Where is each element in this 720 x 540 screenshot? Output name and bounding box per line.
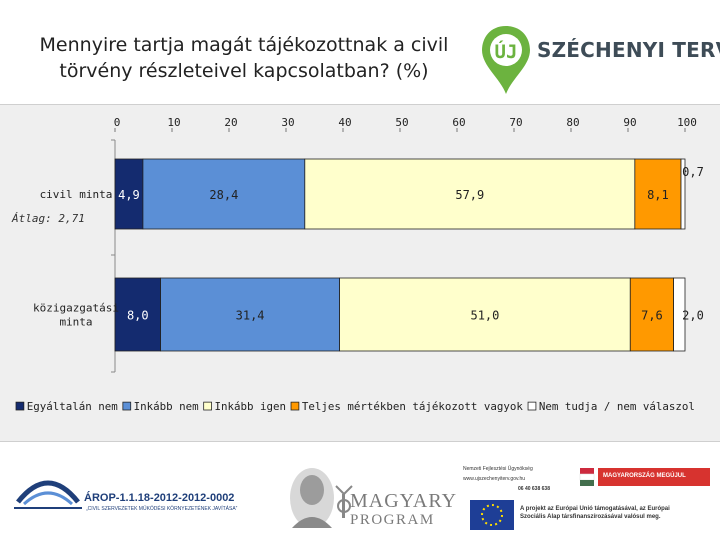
ministry-line-3: 06 40 638 638 [518,486,550,492]
magyary-line-1: MAGYARY [350,490,458,512]
x-tick-label-50: 50 [395,116,408,129]
bar-0-2 [304,158,636,230]
logo-text: SZÉCHENYI TERV [537,38,720,62]
legend-label-0: Egyáltalán nem [27,400,118,413]
legend-label-4: Nem tudja / nem válaszol [539,400,695,413]
eu-line-1: A projekt az Európai Unió támogatásával,… [520,506,670,512]
category-label-0-0: civil minta [40,188,113,201]
x-tick-label-40: 40 [338,116,351,129]
x-tick-label-80: 80 [566,116,579,129]
value-label-1-4: 2,0 [682,309,704,323]
value-label-0-2: 57,9 [455,188,484,202]
legend-label-3: Teljes mértékben tájékozott vagyok [302,400,524,413]
x-tick-label-60: 60 [452,116,465,129]
szechenyi-terv-logo: ÚJ [478,22,714,98]
title-line-2: törvény részleteivel kapcsolatban? (%) [59,60,429,82]
legend-swatch-0 [15,401,25,411]
value-label-1-3: 7,6 [641,309,663,323]
legend-swatch-1 [122,401,132,411]
category-label-1-0: közigazgatási [33,302,119,315]
ministry-line-2: www.ujszechenyiterv.gov.hu [463,476,526,482]
value-label-0-3: 8,1 [647,188,669,202]
logo-badge: ÚJ [495,39,518,63]
bar-0-1 [142,158,306,230]
axis-layer: 0 10 20 30 40 50 60 70 80 90 100 [111,116,697,373]
average-annotation: Átlag: 2,71 [11,212,85,225]
arop-subtitle: „CIVIL SZERVEZETEK MŰKÖDÉSI KÖRNYEZETÉNE… [86,506,238,512]
bar-1-4 [673,277,686,352]
x-tick-label-30: 30 [281,116,294,129]
legend-swatch-4 [527,401,537,411]
value-label-1-0: 8,0 [127,309,149,323]
magyary-portrait-icon [290,468,334,528]
legend: Egyáltalán nem Inkább nem Inkább igen Telje… [15,400,695,413]
magyary-mark-icon [335,485,353,518]
legend-label-2: Inkább igen [214,400,286,413]
title-line-1: Mennyire tartja magát tájékozottnak a ci… [39,34,449,56]
eu-line-2: Szociális Alap társfinanszírozásával val… [520,514,661,520]
eu-flag-icon [470,500,514,530]
x-tick-label-0: 0 [114,116,121,129]
value-label-1-2: 51,0 [470,309,499,323]
bar-layer [114,158,686,352]
legend-swatch-3 [290,401,300,411]
bar-1-2 [339,277,631,352]
arop-code: ÁROP-1.1.18-2012-2012-0002 [84,492,235,504]
bar-0-0 [114,158,144,230]
hungary-flag-icon [579,468,595,486]
legend-label-1: Inkább nem [134,400,199,413]
arop-logo-icon [14,480,82,509]
hungary-badge-bg [598,468,710,486]
map-pin-icon: ÚJ [482,26,530,94]
hungary-badge-text: MAGYARORSZÁG MEGÚJUL [603,473,686,479]
bar-0-4 [680,158,686,230]
value-label-1-1: 31,4 [236,309,265,323]
bar-1-1 [160,277,340,352]
value-label-0-4: 0,7 [682,165,704,179]
x-tick-label-90: 90 [623,116,636,129]
bar-1-0 [114,277,161,352]
x-tick-label-20: 20 [224,116,237,129]
ministry-line-1: Nemzeti Fejlesztési Ügynökség [463,466,533,472]
value-label-0-1: 28,4 [209,188,238,202]
x-tick-label-70: 70 [509,116,522,129]
footer: ÁROP-1.1.18-2012-2012-0002 „CIVIL SZERVE… [0,442,720,540]
x-tick-label-100: 100 [677,116,697,129]
legend-swatch-2 [203,401,212,411]
magyary-line-2: PROGRAM [350,512,435,528]
x-tick-label-10: 10 [167,116,180,129]
value-label-0-0: 4,9 [118,188,140,202]
category-label-1-1: minta [59,316,92,329]
bar-0-3 [634,158,682,230]
bar-1-3 [629,277,675,352]
page-title: Mennyire tartja magát tájékozottnak a ci… [14,32,474,84]
